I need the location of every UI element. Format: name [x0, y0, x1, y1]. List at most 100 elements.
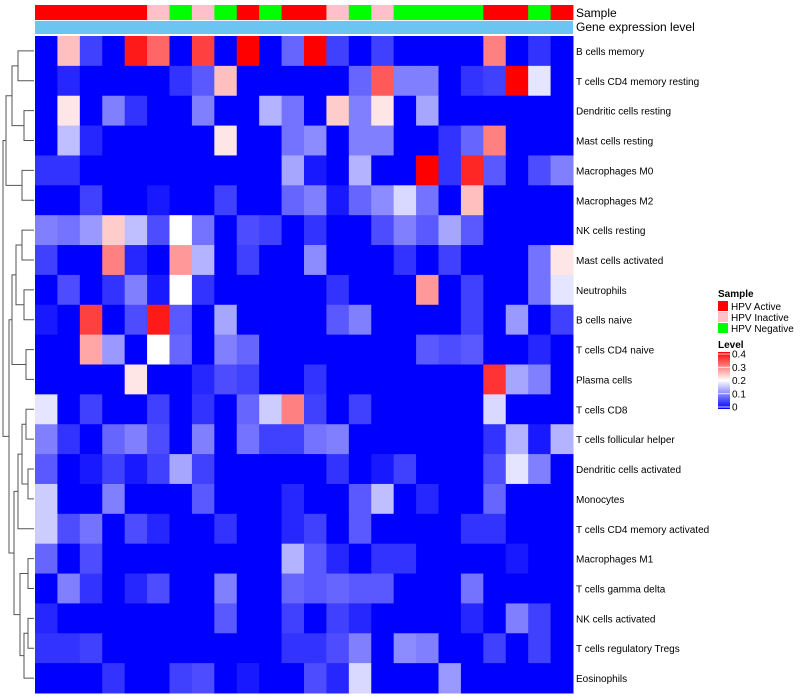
- heatmap-cell: [79, 483, 103, 515]
- heatmap-cell: [528, 245, 552, 276]
- heatmap-cell: [259, 573, 283, 604]
- sample-annotation-cell: [259, 5, 282, 20]
- heatmap-cell: [304, 215, 327, 246]
- heatmap-cell: [57, 663, 81, 694]
- heatmap-cell: [281, 215, 305, 246]
- heatmap-cell: [259, 663, 283, 694]
- heatmap-cell: [528, 155, 552, 186]
- heatmap-cell: [460, 95, 484, 127]
- heatmap-cell: [147, 304, 170, 336]
- heatmap-cell: [505, 36, 529, 67]
- heatmap-cell: [416, 274, 439, 306]
- sample-annotation-cell: [505, 5, 529, 20]
- heatmap-cell: [191, 543, 215, 575]
- heatmap-cell: [124, 185, 148, 216]
- heatmap-cell: [102, 663, 126, 694]
- legend-label-hpv-active: HPV Active: [731, 302, 781, 313]
- heatmap-cell: [528, 394, 552, 425]
- heatmap-cell: [124, 95, 148, 127]
- heatmap-cell: [416, 663, 439, 694]
- heatmap-cell: [393, 394, 417, 425]
- heatmap-cell: [236, 155, 260, 186]
- heatmap-cell: [550, 185, 574, 216]
- heatmap-cell: [102, 36, 126, 67]
- heatmap-cell: [191, 65, 215, 97]
- legend-swatch-hpv-inactive: [718, 312, 728, 322]
- heatmap-cell: [214, 334, 238, 365]
- heatmap-cell: [326, 125, 350, 156]
- heatmap-cell: [214, 155, 238, 186]
- heatmap-cell: [102, 483, 126, 515]
- heatmap-cell: [79, 185, 103, 216]
- heatmap-cell: [169, 125, 193, 156]
- heatmap-cell: [236, 454, 260, 485]
- sample-annotation-cell: [214, 5, 238, 20]
- legend-level-tick-label: 0.1: [732, 389, 746, 400]
- heatmap-cell: [326, 454, 350, 485]
- heatmap-cell: [393, 513, 417, 545]
- heatmap-cell: [348, 543, 372, 575]
- heatmap-cell: [102, 394, 126, 425]
- heatmap-cell: [57, 573, 81, 604]
- heatmap-cell: [393, 125, 417, 156]
- heatmap-cell: [505, 424, 529, 455]
- heatmap-cell: [304, 543, 327, 575]
- heatmap-cell: [214, 483, 238, 515]
- heatmap-cell: [259, 215, 283, 246]
- heatmap-cell: [57, 483, 81, 515]
- heatmap-cell: [348, 125, 372, 156]
- heatmap-cell: [416, 245, 439, 276]
- heatmap-cell: [460, 454, 484, 485]
- heatmap-cell: [304, 394, 327, 425]
- heatmap-cell: [483, 513, 507, 545]
- heatmap-cell: [505, 364, 529, 395]
- sample-annotation-cell: [281, 5, 305, 20]
- heatmap-cell: [416, 573, 439, 604]
- heatmap-cell: [169, 483, 193, 515]
- heatmap-cell: [57, 633, 81, 664]
- heatmap-cell: [191, 633, 215, 664]
- heatmap-cell: [505, 603, 529, 634]
- heatmap-cell: [147, 573, 170, 604]
- heatmap-cell: [191, 454, 215, 485]
- heatmap-cell: [505, 573, 529, 604]
- heatmap-cell: [483, 663, 507, 694]
- heatmap-cell: [304, 95, 327, 127]
- heatmap-cell: [348, 274, 372, 306]
- heatmap-cell: [35, 663, 58, 694]
- heatmap-cell: [528, 543, 552, 575]
- heatmap-cell: [57, 125, 81, 156]
- heatmap-cell: [438, 36, 462, 67]
- sample-annotation-cell: [169, 5, 193, 20]
- heatmap-cell: [326, 215, 350, 246]
- track-label-expression: Gene expression level: [576, 20, 695, 34]
- heatmap-cell: [102, 185, 126, 216]
- heatmap-cell: [483, 543, 507, 575]
- heatmap-cell: [416, 394, 439, 425]
- heatmap-cell: [124, 65, 148, 97]
- heatmap-cell: [505, 483, 529, 515]
- heatmap-cell: [393, 334, 417, 365]
- heatmap-cell: [281, 603, 305, 634]
- heatmap-cell: [236, 274, 260, 306]
- heatmap-cell: [35, 334, 58, 365]
- heatmap-cell: [371, 95, 395, 127]
- heatmap-cell: [483, 364, 507, 395]
- heatmap-cell: [236, 394, 260, 425]
- heatmap-cell: [550, 215, 574, 246]
- heatmap-cell: [102, 245, 126, 276]
- heatmap-cell: [483, 304, 507, 336]
- heatmap-cell: [147, 364, 170, 395]
- heatmap-cell: [79, 394, 103, 425]
- expression-annotation-bar: [35, 21, 573, 34]
- heatmap-cell: [281, 274, 305, 306]
- heatmap-cell: [124, 215, 148, 246]
- heatmap-cell: [169, 215, 193, 246]
- heatmap-cell: [57, 245, 81, 276]
- row-label: B cells memory: [576, 47, 644, 58]
- heatmap-cell: [393, 633, 417, 664]
- heatmap-cell: [326, 513, 350, 545]
- heatmap-cell: [304, 513, 327, 545]
- heatmap-cell: [214, 65, 238, 97]
- heatmap-cell: [191, 36, 215, 67]
